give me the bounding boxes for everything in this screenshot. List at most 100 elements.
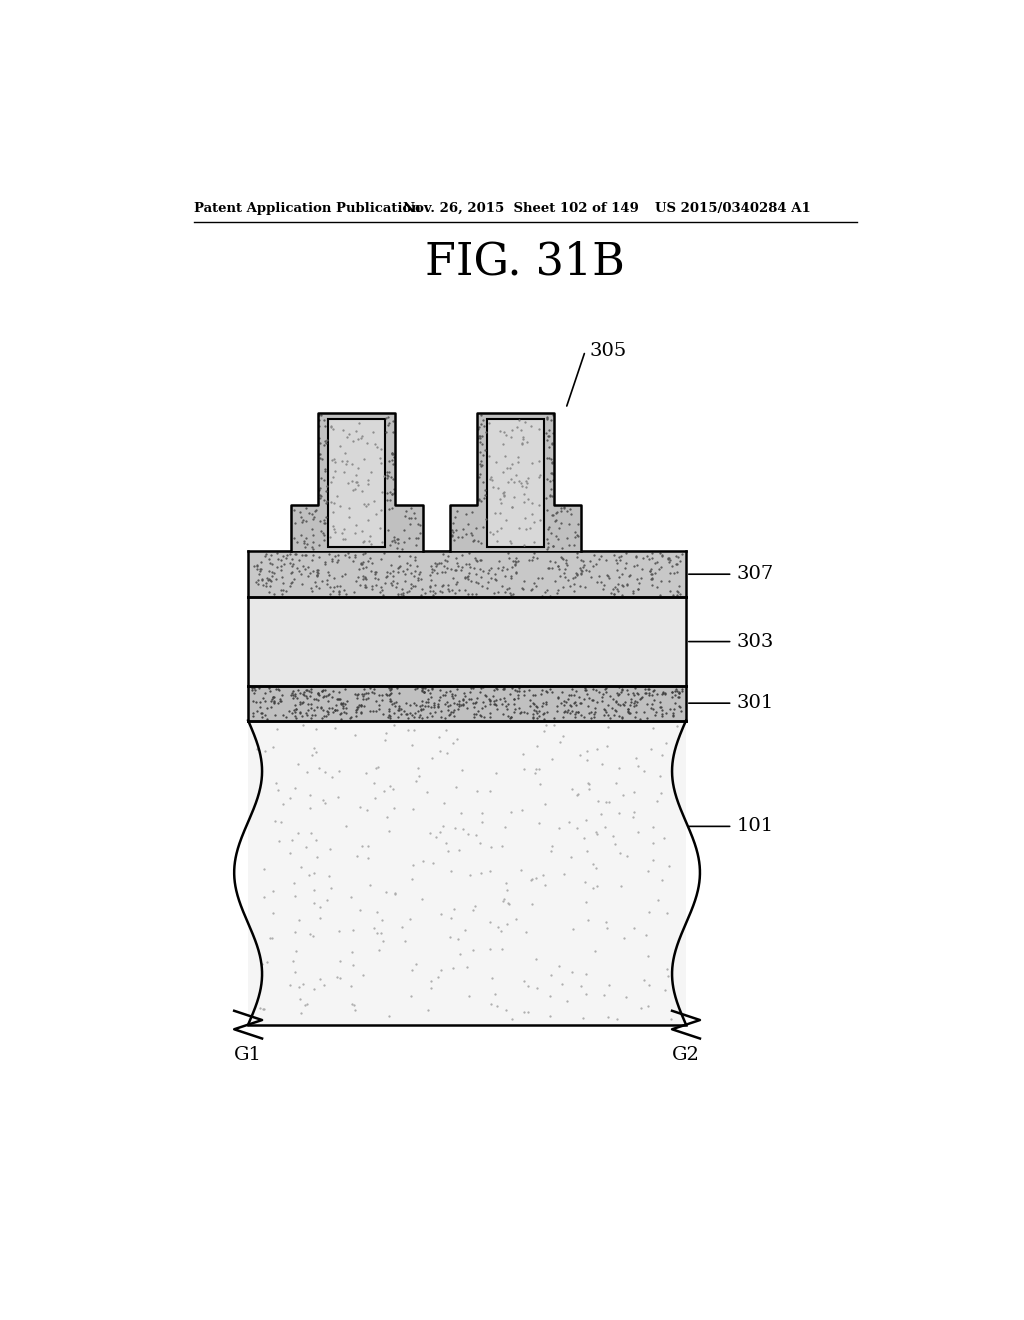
Point: [407, 549, 423, 570]
Point: [648, 701, 665, 722]
Point: [333, 709, 349, 730]
Point: [504, 454, 520, 475]
Text: 303: 303: [736, 632, 774, 651]
Point: [341, 498, 357, 519]
Point: [560, 513, 577, 535]
Point: [551, 558, 567, 579]
Point: [531, 700, 548, 721]
Point: [499, 913, 515, 935]
Point: [555, 496, 571, 517]
Point: [412, 696, 428, 717]
Point: [316, 512, 333, 533]
Point: [331, 689, 347, 710]
Point: [615, 928, 632, 949]
Point: [346, 581, 362, 602]
Point: [458, 566, 474, 587]
Bar: [317, 413, 395, 506]
Point: [325, 702, 341, 723]
Point: [629, 554, 645, 576]
Point: [368, 433, 384, 454]
Point: [570, 701, 587, 722]
Point: [522, 689, 539, 710]
Point: [452, 944, 468, 965]
Point: [585, 689, 601, 710]
Point: [633, 568, 649, 589]
Point: [468, 583, 484, 605]
Point: [304, 536, 321, 557]
Point: [365, 579, 381, 601]
Point: [336, 701, 352, 722]
Point: [514, 578, 530, 599]
Point: [593, 572, 609, 593]
Point: [652, 692, 669, 713]
Point: [638, 925, 654, 946]
Point: [269, 693, 286, 714]
Point: [519, 488, 536, 510]
Point: [440, 546, 457, 568]
Point: [327, 700, 343, 721]
Point: [364, 553, 380, 574]
Point: [339, 690, 355, 711]
Point: [589, 572, 605, 593]
Point: [609, 1008, 626, 1030]
Point: [389, 528, 406, 549]
Point: [668, 678, 684, 700]
Point: [499, 457, 515, 478]
Point: [611, 842, 628, 863]
Point: [327, 519, 343, 540]
Point: [516, 701, 532, 722]
Point: [557, 701, 573, 722]
Point: [459, 697, 475, 718]
Point: [582, 550, 598, 572]
Point: [580, 841, 596, 862]
Point: [473, 677, 489, 698]
Point: [291, 909, 307, 931]
Point: [415, 698, 431, 719]
Point: [657, 733, 674, 754]
Point: [628, 545, 644, 566]
Point: [351, 796, 368, 817]
Point: [488, 694, 505, 715]
Point: [519, 1002, 536, 1023]
Point: [311, 444, 328, 465]
Point: [673, 700, 689, 721]
Point: [380, 407, 396, 428]
Point: [444, 521, 461, 543]
Point: [468, 564, 484, 585]
Point: [253, 558, 269, 579]
Point: [302, 685, 318, 706]
Point: [410, 758, 426, 779]
Point: [303, 678, 319, 700]
Point: [583, 708, 599, 729]
Point: [499, 879, 515, 900]
Point: [632, 709, 648, 730]
Point: [656, 684, 673, 705]
Point: [672, 583, 688, 605]
Point: [515, 744, 531, 766]
Point: [559, 990, 575, 1011]
Point: [553, 500, 569, 521]
Point: [303, 693, 319, 714]
Point: [525, 706, 542, 727]
Point: [522, 870, 539, 891]
Point: [311, 479, 328, 500]
Point: [566, 573, 583, 594]
Point: [303, 549, 319, 570]
Point: [536, 709, 552, 730]
Point: [534, 680, 550, 701]
Point: [664, 681, 680, 702]
Point: [388, 573, 404, 594]
Point: [312, 697, 329, 718]
Point: [455, 545, 471, 566]
Point: [281, 700, 297, 721]
Point: [431, 553, 447, 574]
Point: [552, 566, 568, 587]
Point: [494, 693, 510, 714]
Point: [577, 688, 593, 709]
Point: [330, 787, 346, 808]
Point: [609, 560, 626, 581]
Point: [481, 445, 498, 466]
Point: [388, 677, 404, 698]
Point: [545, 536, 561, 557]
Point: [252, 692, 268, 713]
